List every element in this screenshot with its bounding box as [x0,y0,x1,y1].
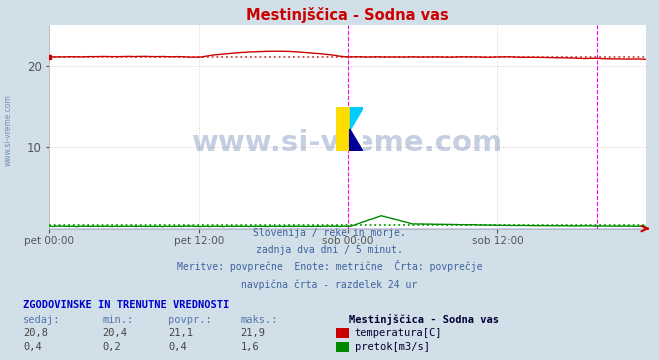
Text: sedaj:: sedaj: [23,315,61,325]
Polygon shape [350,129,363,151]
Polygon shape [336,107,350,151]
Text: povpr.:: povpr.: [168,315,212,325]
Text: www.si-vreme.com: www.si-vreme.com [3,94,13,166]
Text: ZGODOVINSKE IN TRENUTNE VREDNOSTI: ZGODOVINSKE IN TRENUTNE VREDNOSTI [23,300,229,310]
Text: www.si-vreme.com: www.si-vreme.com [192,129,503,157]
Text: 20,8: 20,8 [23,328,48,338]
Text: 0,4: 0,4 [23,342,42,352]
Text: Mestinjščica - Sodna vas: Mestinjščica - Sodna vas [349,314,500,325]
Text: maks.:: maks.: [241,315,278,325]
Text: 0,2: 0,2 [102,342,121,352]
Text: Meritve: povprečne  Enote: metrične  Črta: povprečje: Meritve: povprečne Enote: metrične Črta:… [177,260,482,273]
Text: zadnja dva dni / 5 minut.: zadnja dva dni / 5 minut. [256,245,403,255]
Title: Mestinjščica - Sodna vas: Mestinjščica - Sodna vas [246,6,449,23]
Polygon shape [350,107,363,129]
Text: 20,4: 20,4 [102,328,127,338]
Text: navpična črta - razdelek 24 ur: navpična črta - razdelek 24 ur [241,279,418,290]
Text: min.:: min.: [102,315,133,325]
Text: 21,1: 21,1 [168,328,193,338]
Text: Slovenija / reke in morje.: Slovenija / reke in morje. [253,228,406,238]
Text: pretok[m3/s]: pretok[m3/s] [355,342,430,352]
Text: 0,4: 0,4 [168,342,186,352]
Text: 1,6: 1,6 [241,342,259,352]
Text: 21,9: 21,9 [241,328,266,338]
Text: temperatura[C]: temperatura[C] [355,328,442,338]
